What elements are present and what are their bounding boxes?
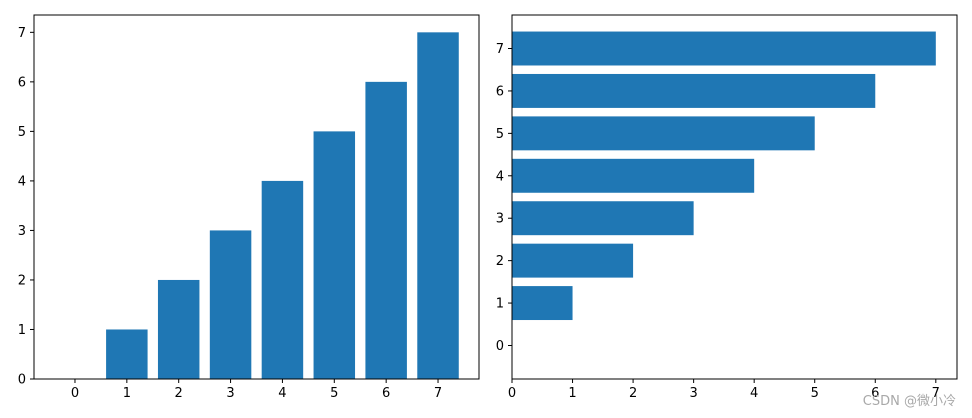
x-tick-label: 6 <box>382 386 390 401</box>
watermark: CSDN @微小冷 <box>863 394 956 409</box>
y-tick-label: 1 <box>18 323 26 338</box>
y-tick-label: 2 <box>496 254 504 269</box>
bar-1 <box>512 286 573 321</box>
y-tick-label: 6 <box>496 84 504 99</box>
y-tick-label: 0 <box>18 373 26 388</box>
y-tick-label: 3 <box>496 212 504 227</box>
bar-5 <box>512 116 815 151</box>
x-tick-label: 1 <box>123 386 131 401</box>
y-tick-label: 3 <box>18 224 26 239</box>
plot-frame <box>33 14 480 380</box>
bar-4 <box>512 158 755 193</box>
x-tick-label: 6 <box>871 386 879 401</box>
x-tick-label: 4 <box>278 386 286 401</box>
x-tick-label: 7 <box>932 386 940 401</box>
x-tick-label: 2 <box>629 386 637 401</box>
bar-4 <box>261 180 304 379</box>
horizontal-bar-chart: 0 1 2 3 4 5 6 7 0 1 2 3 4 5 6 7 <box>496 14 958 401</box>
x-tick-label: 5 <box>811 386 819 401</box>
bar-5 <box>313 131 356 379</box>
x-tick-label: 5 <box>330 386 338 401</box>
x-tick-label: 1 <box>568 386 576 401</box>
bar-6 <box>512 73 876 108</box>
plot-frame <box>511 14 958 380</box>
y-tick-label: 4 <box>496 169 504 184</box>
x-tick-label: 3 <box>226 386 234 401</box>
y-tick-label: 2 <box>18 273 26 288</box>
y-tick-label: 6 <box>18 75 26 90</box>
x-tick-label: 2 <box>175 386 183 401</box>
y-tick-label: 7 <box>18 26 26 41</box>
bar-1 <box>106 329 148 379</box>
x-tick-label: 7 <box>434 386 442 401</box>
bar-2 <box>157 279 200 379</box>
bar-3 <box>512 201 694 236</box>
y-tick-label: 0 <box>496 339 504 354</box>
bar-2 <box>512 243 634 278</box>
x-tick-label: 4 <box>750 386 758 401</box>
y-tick-label: 1 <box>496 297 504 312</box>
x-tick-label: 0 <box>508 386 516 401</box>
bar-3 <box>209 230 252 379</box>
y-tick-label: 7 <box>496 42 504 57</box>
y-tick-label: 5 <box>496 127 504 142</box>
x-tick-label: 0 <box>71 386 79 401</box>
bar-7 <box>512 31 936 66</box>
bar-7 <box>417 32 459 379</box>
bar-6 <box>365 81 407 379</box>
vertical-bar-chart: 0 1 2 3 4 5 6 7 0 1 2 3 4 5 6 7 <box>18 14 480 401</box>
y-tick-label: 5 <box>18 125 26 140</box>
y-tick-label: 4 <box>18 174 26 189</box>
x-tick-label: 3 <box>689 386 697 401</box>
